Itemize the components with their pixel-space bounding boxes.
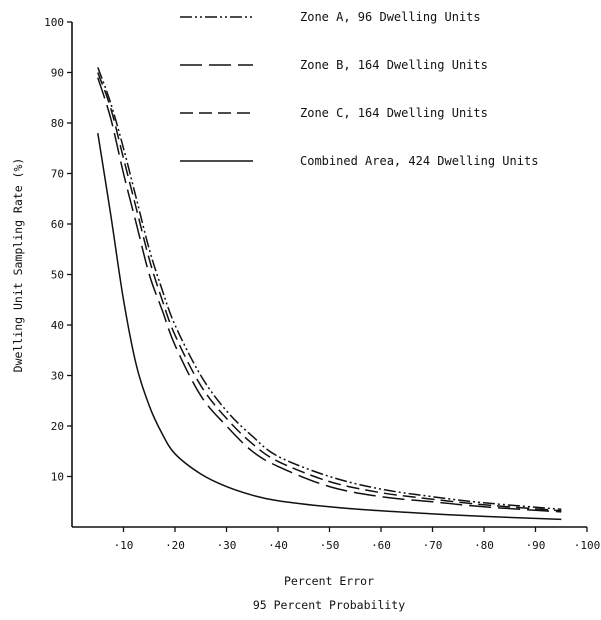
x-tick-label: ·90 (526, 539, 546, 552)
x-ticks: ·10 ·20 ·30 ·40 ·50 ·60 ·70 ·80 ·90 ·100 (114, 527, 601, 552)
legend-label-4: Combined Area, 424 Dwelling Units (300, 154, 538, 168)
legend-label-1: Zone A, 96 Dwelling Units (300, 10, 481, 24)
y-tick-label: 20 (51, 420, 64, 433)
x-axis-sublabel: 95 Percent Probability (253, 598, 405, 612)
x-tick-label: ·70 (423, 539, 443, 552)
x-tick-label: ·100 (574, 539, 601, 552)
y-tick-label: 60 (51, 218, 64, 231)
x-tick-label: ·50 (320, 539, 340, 552)
y-tick-label: 100 (44, 16, 64, 29)
y-tick-label: 30 (51, 370, 64, 383)
series-line-3 (97, 72, 562, 512)
y-ticks: 10 20 30 40 50 60 70 80 90 100 (44, 16, 72, 484)
legend-label-3: Zone C, 164 Dwelling Units (300, 106, 488, 120)
series-line-2 (97, 77, 562, 513)
y-tick-label: 70 (51, 168, 64, 181)
y-tick-label: 80 (51, 117, 64, 130)
x-tick-label: ·10 (114, 539, 134, 552)
x-tick-label: ·20 (165, 539, 185, 552)
x-tick-label: ·80 (474, 539, 494, 552)
legend-label-2: Zone B, 164 Dwelling Units (300, 58, 488, 72)
series-line-1 (97, 67, 562, 511)
series-line-4 (97, 132, 562, 521)
y-axis-label: Dwelling Unit Sampling Rate (%) (11, 158, 25, 373)
x-tick-label: ·30 (217, 539, 237, 552)
y-tick-label: 10 (51, 471, 64, 484)
y-tick-label: 40 (51, 319, 64, 332)
x-tick-label: ·60 (371, 539, 391, 552)
x-tick-label: ·40 (268, 539, 288, 552)
y-tick-label: 50 (51, 269, 64, 282)
y-tick-label: 90 (51, 67, 64, 80)
series-lines (97, 67, 562, 521)
x-axis-label: Percent Error (284, 574, 374, 588)
legend: Zone A, 96 Dwelling Units Zone B, 164 Dwe… (180, 10, 538, 168)
